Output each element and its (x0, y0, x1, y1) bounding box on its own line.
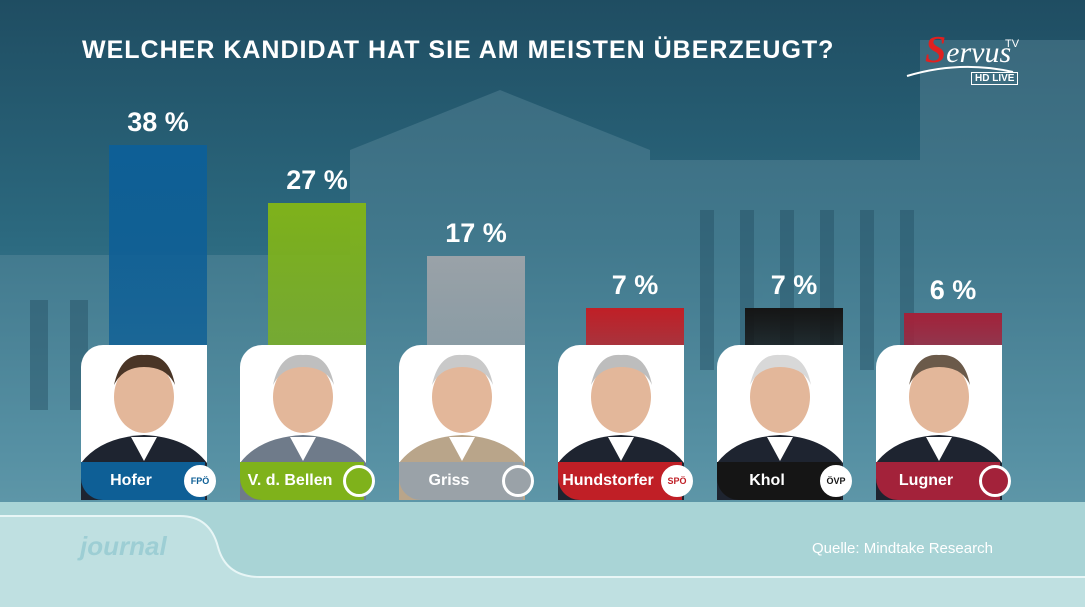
value-label: 7 % (770, 270, 818, 301)
candidate-column: 6 % Lugner (876, 0, 1011, 607)
candidate-column: 17 % Griss (399, 0, 534, 607)
value-label: 7 % (611, 270, 659, 301)
logo-hd-live: HD LIVE (971, 72, 1019, 85)
bar-griss (427, 255, 525, 345)
candidate-name: Griss (428, 472, 470, 489)
servustv-logo: Servus TV HD LIVE (905, 22, 1035, 92)
candidate-name: Khol (749, 472, 785, 489)
value-label: 17 % (445, 217, 507, 248)
party-badge: FPÖ (184, 465, 216, 497)
party-badge: ÖVP (820, 465, 852, 497)
bar-v-d-bellen (268, 202, 366, 345)
bar-khol (745, 308, 843, 345)
logo-tv: TV (1005, 38, 1020, 50)
footer-band (0, 502, 1085, 607)
bar-lugner (904, 313, 1002, 345)
party-badge: SPÖ (661, 465, 693, 497)
value-label: 38 % (127, 107, 189, 137)
source-label: Quelle: Mindtake Research (812, 540, 993, 557)
candidate-column: 7 % Khol ÖVP (717, 0, 852, 607)
candidate-name: Lugner (898, 472, 954, 489)
bar-hundstorfer (586, 308, 684, 345)
party-badge (343, 465, 375, 497)
chart-title: WELCHER KANDIDAT HAT SIE AM MEISTEN ÜBER… (82, 36, 835, 64)
candidate-name: V. d. Bellen (247, 472, 333, 489)
logo-brand: Servus (925, 29, 1012, 71)
logo-swoosh (906, 65, 1014, 77)
value-label: 6 % (929, 275, 977, 305)
bar-hofer (109, 145, 207, 345)
party-badge (502, 465, 534, 497)
candidate-name: Hofer (110, 472, 152, 489)
journal-watermark: journal (80, 531, 167, 561)
candidate-column: 7 % Hundstorfer SPÖ (558, 0, 693, 607)
value-label: 27 % (286, 164, 348, 195)
party-badge (979, 465, 1011, 497)
candidate-name: Hundstorfer (562, 472, 654, 489)
candidate-column: 27 % V. d. Bellen (240, 0, 375, 607)
candidate-column: 38 % Hofer FPÖ (81, 0, 216, 607)
